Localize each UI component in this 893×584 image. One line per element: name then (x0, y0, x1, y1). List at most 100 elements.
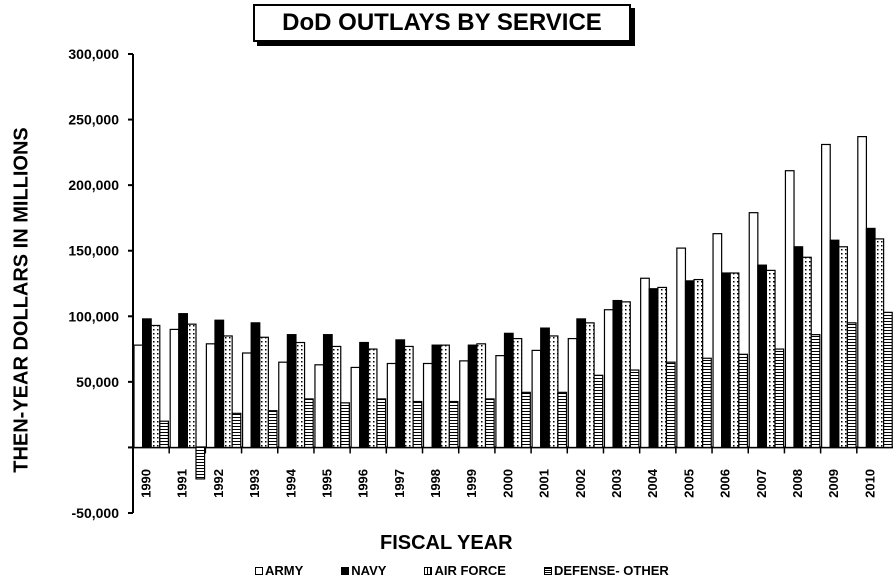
legend: ARMY NAVY AIR FORCE DEFENSE- OTHER (255, 563, 707, 578)
bar-air-force-1996 (367, 348, 378, 449)
legend-swatch-air-force (424, 566, 433, 575)
bar-air-force-1994 (295, 341, 306, 449)
bar-army-2005 (676, 247, 687, 449)
x-tick-label: 2007 (754, 469, 769, 498)
y-tick-label: 50,000 (76, 374, 119, 390)
legend-label-army: ARMY (265, 563, 304, 578)
x-tick-label: 1995 (319, 469, 334, 498)
bar-air-force-1992 (222, 335, 233, 449)
legend-item-navy: NAVY (341, 563, 386, 578)
x-tick-label: 2008 (790, 469, 805, 498)
bar-navy-1996 (359, 341, 369, 449)
bar-defense-other-2002 (593, 374, 604, 449)
bar-army-1998 (422, 362, 433, 449)
bar-defense-other-1992 (231, 412, 242, 449)
bar-navy-1990 (142, 318, 152, 449)
x-tick-label: 2005 (681, 469, 696, 498)
bar-army-2010 (857, 136, 868, 449)
bar-army-2002 (567, 337, 578, 449)
bar-navy-2004 (648, 288, 659, 449)
bar-air-force-2002 (584, 322, 595, 449)
bar-defense-other-1995 (340, 402, 350, 449)
bar-defense-other-1997 (412, 400, 423, 449)
bar-navy-1991 (178, 313, 188, 449)
bar-defense-other-1998 (448, 400, 459, 449)
bars (133, 136, 893, 480)
bar-navy-1998 (431, 344, 442, 449)
x-tick-label: 2006 (718, 469, 733, 498)
bar-army-2009 (821, 143, 831, 449)
x-axis-label: FISCAL YEAR (380, 532, 513, 554)
bar-air-force-1999 (476, 343, 487, 449)
bar-navy-2008 (793, 246, 804, 449)
bar-defense-other-1996 (376, 398, 387, 449)
bar-defense-other-2004 (665, 361, 676, 449)
bar-navy-2001 (540, 327, 550, 449)
bar-air-force-2000 (512, 337, 523, 449)
bar-air-force-1990 (150, 324, 161, 449)
bar-navy-2009 (829, 239, 840, 449)
bar-air-force-2004 (657, 286, 668, 449)
bar-defense-other-2000 (521, 391, 531, 449)
bar-navy-2002 (576, 318, 587, 449)
bar-air-force-1993 (259, 336, 269, 449)
bar-defense-other-2007 (774, 348, 785, 449)
bar-air-force-2010 (874, 238, 885, 449)
bar-army-1996 (350, 366, 361, 449)
bar-army-1990 (133, 344, 144, 449)
legend-item-air-force: AIR FORCE (424, 563, 506, 578)
bar-army-2007 (748, 212, 759, 449)
bar-navy-1995 (322, 334, 333, 449)
bar-air-force-2001 (548, 335, 559, 449)
x-tick-label: 1990 (139, 469, 154, 498)
bar-army-1997 (386, 362, 397, 449)
bar-army-2008 (784, 170, 795, 449)
x-tick-label: 2003 (609, 469, 624, 498)
x-tick-label: 1997 (392, 469, 407, 498)
bar-army-1991 (169, 328, 180, 449)
bar-army-2001 (531, 349, 542, 449)
y-tick-label: 300,000 (68, 46, 119, 62)
bar-army-2006 (712, 233, 723, 449)
x-tick-label: 2001 (537, 469, 552, 498)
bar-defense-other-2009 (846, 322, 857, 449)
bar-army-1992 (205, 343, 216, 449)
x-tick-label: 2004 (645, 468, 660, 498)
y-tick-label: 150,000 (68, 243, 119, 259)
bar-navy-1997 (395, 339, 406, 449)
x-tick-label: 1993 (247, 469, 262, 498)
bar-navy-1992 (214, 319, 225, 449)
x-tick-label: 1994 (283, 468, 298, 498)
bar-navy-2007 (757, 264, 768, 449)
y-tick-label: -50,000 (72, 505, 120, 521)
bar-air-force-2005 (693, 278, 704, 449)
bar-air-force-1991 (186, 323, 197, 449)
bar-navy-2006 (721, 272, 731, 449)
bar-defense-other-1993 (267, 410, 278, 449)
bar-navy-2000 (503, 332, 514, 449)
bar-defense-other-1999 (484, 398, 495, 449)
labels: 300,000 250,000 200,000 150,000 100,000 50,00… (68, 46, 877, 521)
y-axis-label: THEN-YEAR DOLLARS IN MILLIONS (10, 127, 33, 473)
bar-defense-other-2003 (629, 369, 640, 449)
bar-army-1994 (278, 361, 288, 449)
bar-army-1999 (459, 360, 469, 449)
legend-swatch-defense-other (543, 566, 552, 575)
bar-air-force-1995 (331, 345, 342, 449)
bar-air-force-2006 (729, 272, 740, 449)
legend-swatch-navy (341, 566, 350, 575)
bar-army-2004 (640, 277, 650, 449)
legend-label-navy: NAVY (351, 563, 387, 578)
x-tick-label: 1998 (428, 469, 443, 498)
x-tick-label: 2002 (573, 469, 588, 498)
bar-air-force-1997 (403, 345, 414, 449)
bar-defense-other-2010 (883, 311, 893, 449)
legend-swatch-army (255, 566, 263, 575)
bar-army-2000 (495, 355, 506, 449)
x-tick-label: 1996 (356, 469, 371, 498)
x-tick-label: 2010 (862, 469, 877, 498)
bar-defense-other-2008 (810, 334, 821, 449)
bar-defense-other-2001 (557, 391, 568, 449)
bar-army-1993 (241, 352, 252, 449)
